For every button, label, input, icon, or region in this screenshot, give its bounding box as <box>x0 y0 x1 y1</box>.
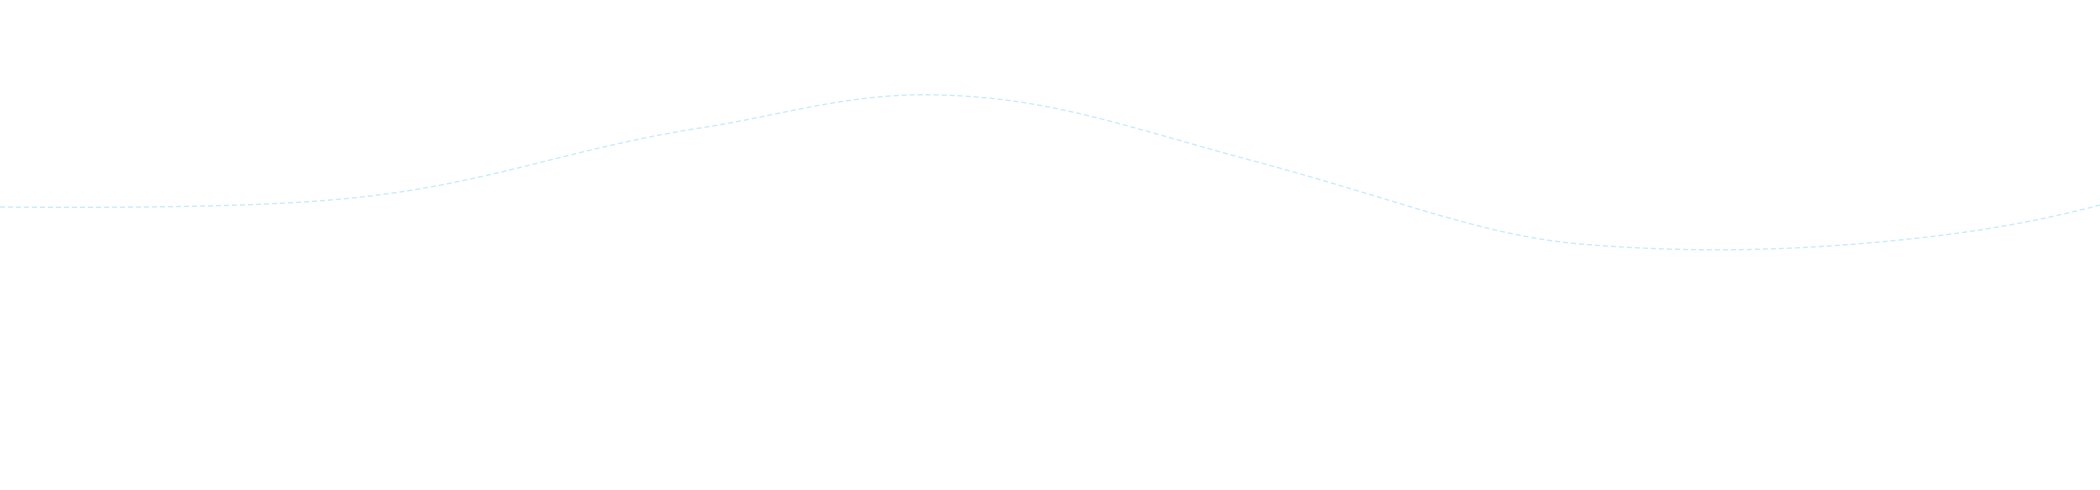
decorative-wave-line <box>0 94 2100 251</box>
